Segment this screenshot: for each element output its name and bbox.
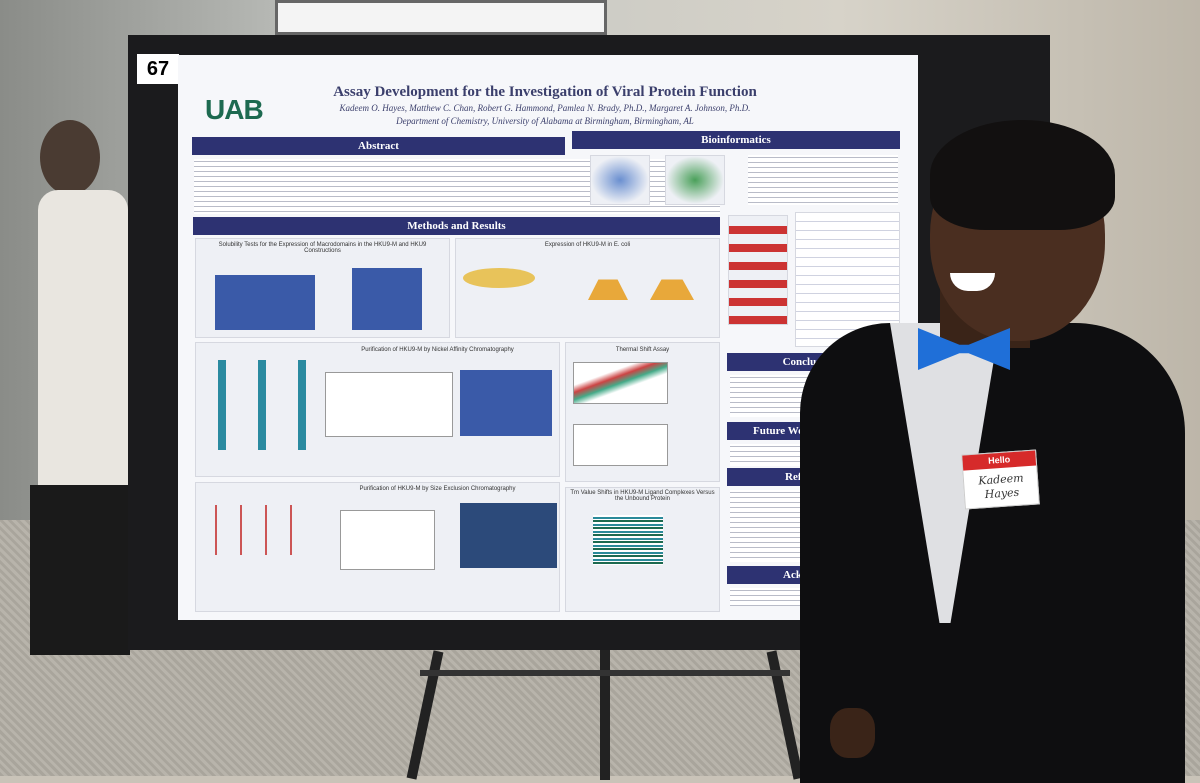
poster-number: 67 xyxy=(137,54,179,84)
figure-title: Purification of HKU9-M by Nickel Affinit… xyxy=(361,347,514,353)
section-header: Methods and Results xyxy=(193,217,720,235)
section-header: Abstract xyxy=(192,137,565,155)
petri-dish xyxy=(463,268,535,288)
name-tag: Hello Kadeem Hayes xyxy=(961,449,1040,510)
easel-stand xyxy=(400,640,820,780)
gel xyxy=(352,268,422,330)
figure-title: Purification of HKU9-M by Size Exclusion… xyxy=(359,486,516,492)
bio-text xyxy=(748,155,898,205)
suit xyxy=(800,323,1185,783)
logo: UAB xyxy=(205,94,264,125)
sec-chromatogram xyxy=(340,510,435,570)
figure-title: Solubility Tests for the Expression of M… xyxy=(218,242,427,254)
figure-title: Thermal Shift Assay xyxy=(615,347,670,353)
figure-title: Tm Value Shifts in HKU9-M Ligand Complex… xyxy=(570,490,715,502)
protein-structure xyxy=(590,155,650,205)
name-tag-greeting: Hello xyxy=(962,450,1037,471)
name-tag-name: Kadeem Hayes xyxy=(977,471,1025,502)
affiliation: Department of Chemistry, University of A… xyxy=(396,116,694,126)
poster-title: Assay Development for the Investigation … xyxy=(333,84,757,100)
left-visitor xyxy=(20,120,130,660)
gel xyxy=(460,370,552,436)
hair xyxy=(930,120,1115,230)
figure-title: Expression of HKU9-M in E. coli xyxy=(544,242,631,248)
secondary-structure xyxy=(728,215,788,325)
authors: Kadeem O. Hayes, Matthew C. Chan, Robert… xyxy=(339,103,751,113)
protein-structure xyxy=(665,155,725,205)
melt-curve xyxy=(573,362,668,404)
gel xyxy=(460,503,557,568)
tm-bars xyxy=(593,515,663,565)
section-header: Bioinformatics xyxy=(572,131,900,149)
columns xyxy=(210,360,310,450)
hand xyxy=(830,708,875,758)
ceiling-screen xyxy=(275,0,607,35)
chromatogram xyxy=(325,372,453,437)
smile xyxy=(950,273,995,291)
derivative-curve xyxy=(573,424,668,466)
presenter xyxy=(790,118,1200,783)
gel xyxy=(215,275,315,330)
sec-columns xyxy=(210,505,305,555)
